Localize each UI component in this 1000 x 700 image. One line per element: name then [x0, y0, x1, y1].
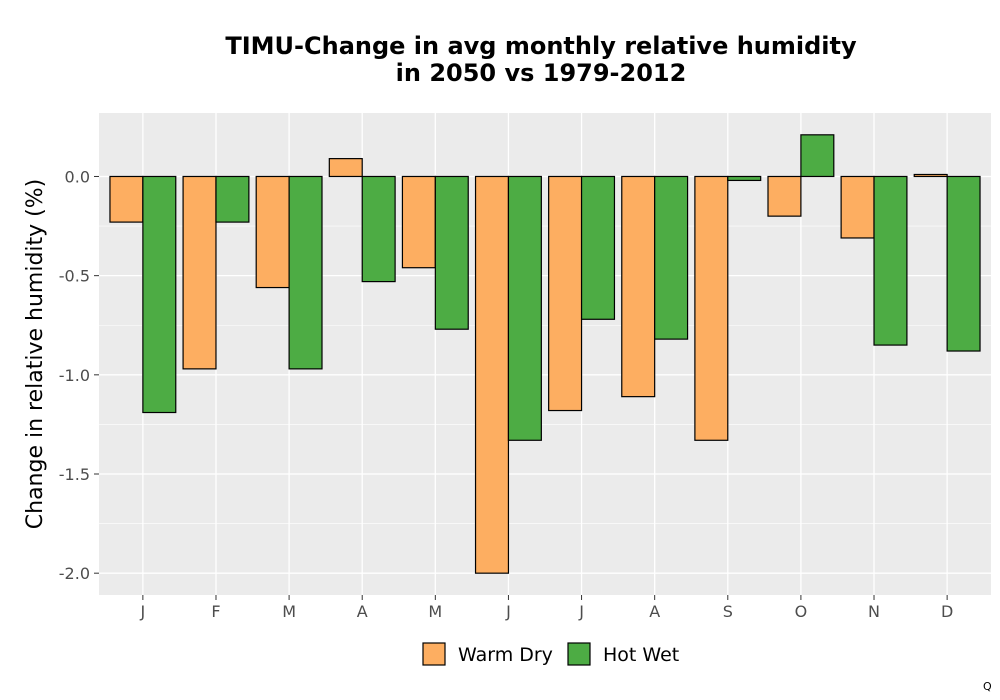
bar-warm-dry-7 — [621, 175, 656, 398]
legend-swatch-hot-wet — [567, 642, 591, 666]
bar-hot-wet-0 — [142, 175, 177, 414]
bar-warm-dry-11 — [913, 173, 948, 178]
chart-title-line1: TIMU-Change in avg monthly relative humi… — [225, 32, 857, 60]
x-tick-label: J — [578, 602, 584, 621]
y-tick-label: -2.0 — [59, 564, 90, 583]
bar-hot-wet-1 — [215, 175, 250, 223]
bar-warm-dry-4 — [401, 175, 436, 269]
bar-warm-dry-8 — [694, 175, 729, 441]
y-axis: 0.0 -0.5 -1.0 -1.5 -2.0 — [59, 167, 99, 583]
x-tick-label: O — [795, 602, 808, 621]
bar-hot-wet-10 — [873, 175, 908, 346]
y-tick-label: -1.5 — [59, 465, 90, 484]
x-tick-label: A — [357, 602, 368, 621]
bar-hot-wet-11 — [946, 175, 981, 352]
bar-warm-dry-2 — [255, 175, 290, 289]
bar-warm-dry-3 — [328, 158, 363, 178]
x-tick-label: M — [282, 602, 296, 621]
x-tick-label: N — [868, 602, 880, 621]
bar-hot-wet-5 — [507, 175, 542, 441]
bar-warm-dry-1 — [182, 175, 217, 370]
x-tick-label: D — [941, 602, 953, 621]
legend-label-hot-wet: Hot Wet — [603, 644, 679, 666]
bar-warm-dry-10 — [840, 175, 875, 239]
x-tick-label: S — [723, 602, 733, 621]
y-axis-title: Change in relative humidity (%) — [23, 179, 48, 529]
bar-warm-dry-9 — [767, 175, 802, 217]
y-tick-label: -1.0 — [59, 366, 90, 385]
x-tick-label: A — [649, 602, 660, 621]
legend: Warm Dry Hot Wet — [422, 642, 679, 666]
bar-hot-wet-6 — [580, 175, 616, 320]
bar-hot-wet-9 — [800, 134, 835, 178]
bar-warm-dry-6 — [548, 175, 583, 412]
legend-swatch-warm-dry — [422, 642, 446, 666]
y-tick-label: -0.5 — [59, 267, 90, 286]
x-tick-label: J — [505, 602, 511, 621]
bar-hot-wet-4 — [434, 175, 469, 330]
bar-hot-wet-7 — [654, 175, 689, 340]
bar-warm-dry-0 — [109, 175, 144, 223]
x-tick-label: M — [428, 602, 442, 621]
y-tick-label: 0.0 — [65, 167, 90, 186]
bar-warm-dry-5 — [474, 175, 510, 574]
x-tick-label: J — [140, 602, 146, 621]
legend-label-warm-dry: Warm Dry — [458, 644, 553, 666]
bar-hot-wet-3 — [361, 175, 396, 283]
bar-hot-wet-2 — [288, 175, 323, 370]
x-tick-label: F — [211, 602, 220, 621]
bars — [109, 134, 981, 574]
bar-hot-wet-8 — [727, 175, 762, 182]
corner-mark: Q — [983, 680, 992, 693]
chart-title-line2: in 2050 vs 1979-2012 — [396, 59, 687, 87]
